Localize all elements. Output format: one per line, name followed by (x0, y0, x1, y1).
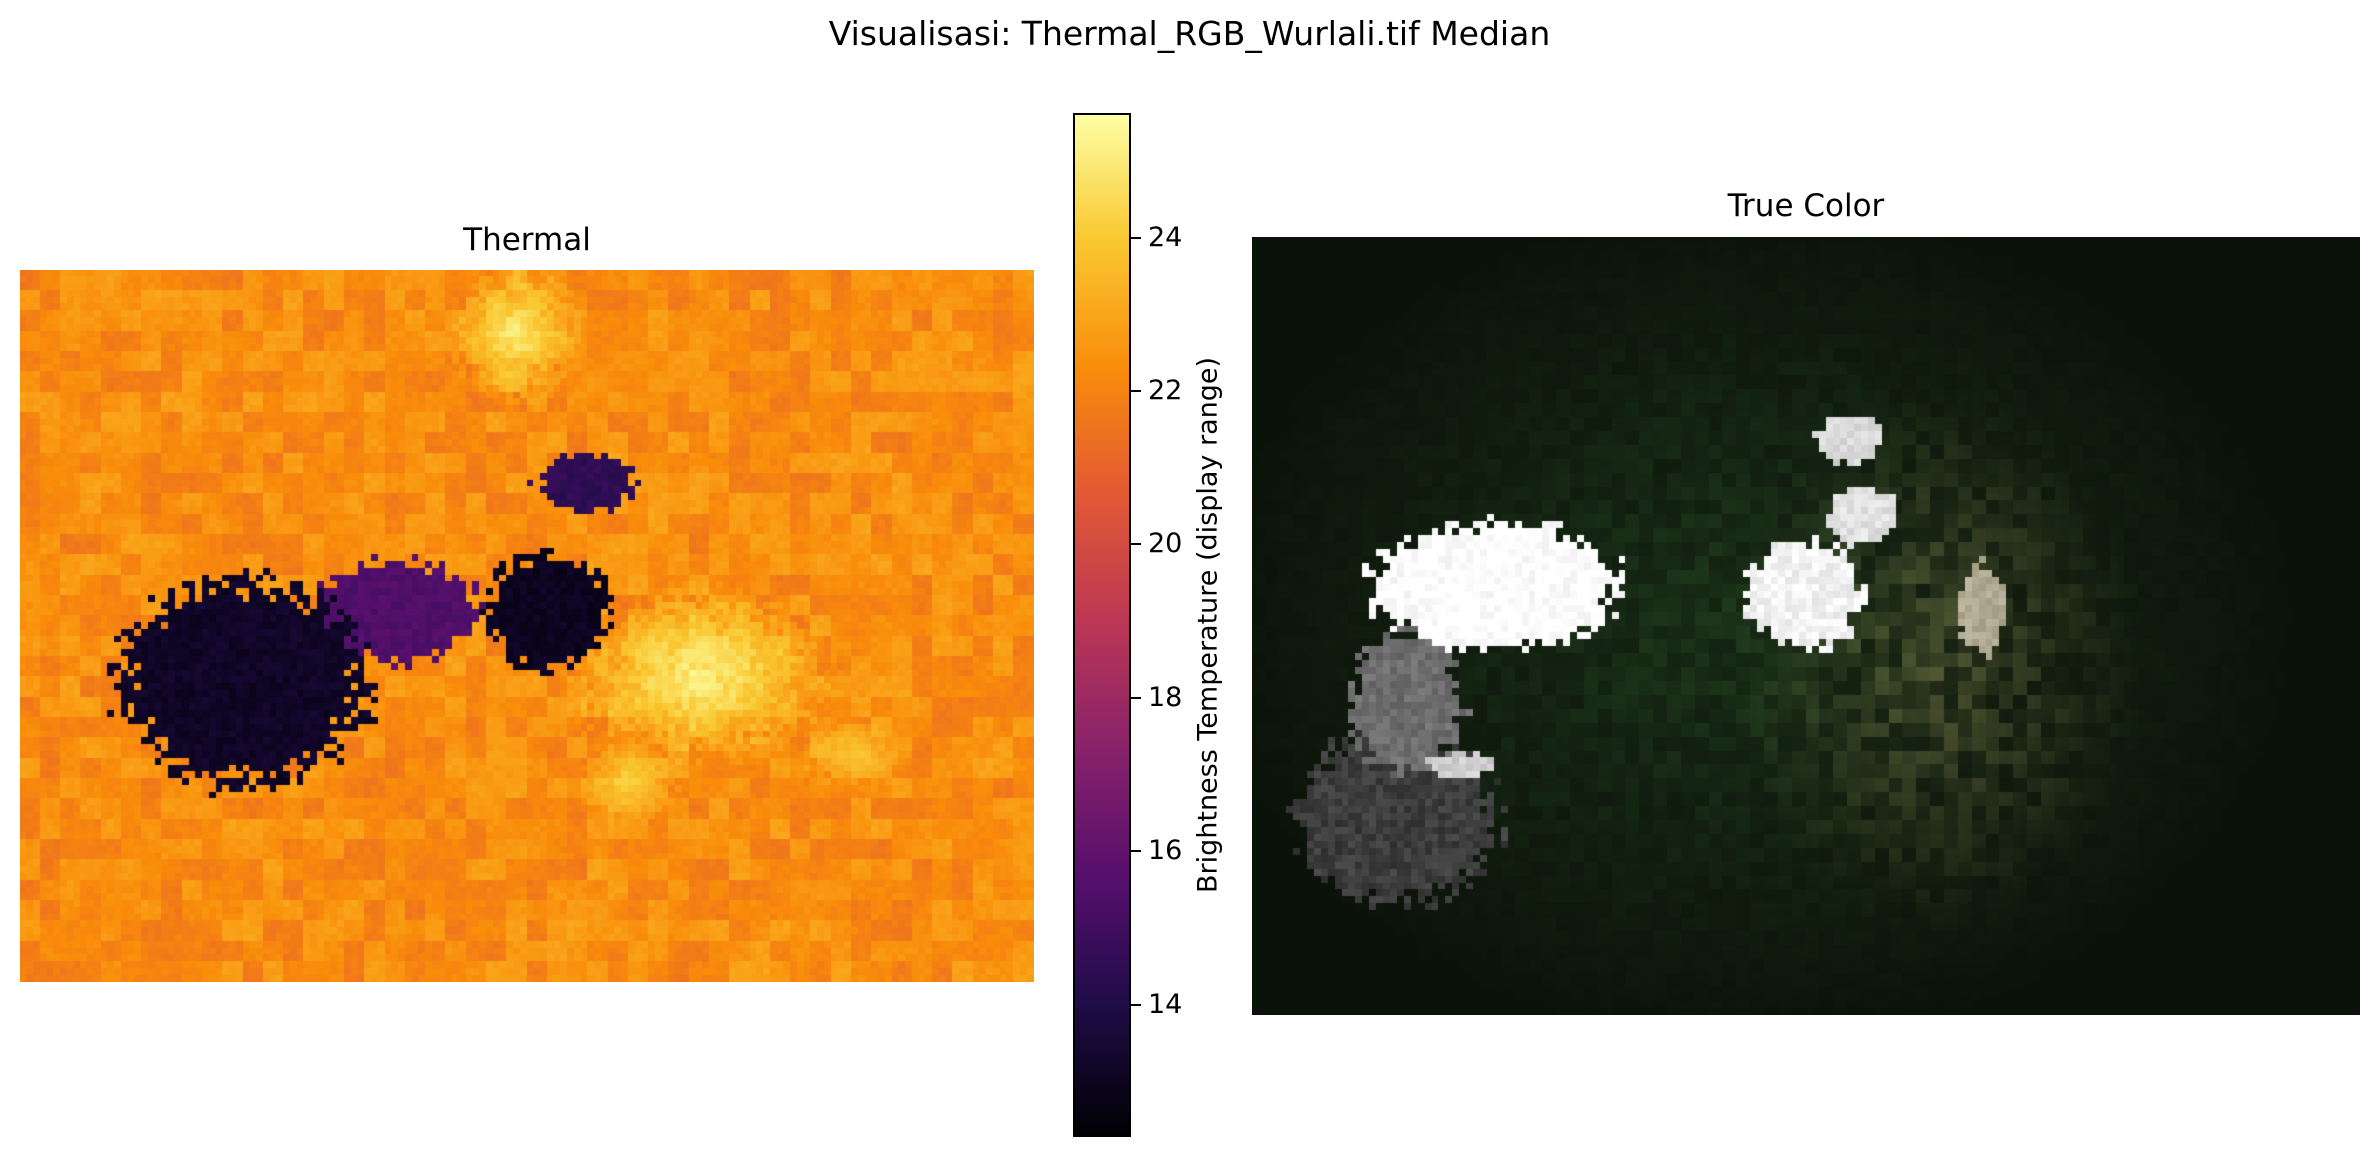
colorbar-tick-label: 22 (1148, 375, 1183, 407)
colorbar-label: Brightness Temperature (display range) (1192, 356, 1224, 894)
colorbar-tick-mark (1131, 236, 1141, 239)
colorbar-tick-label: 24 (1148, 221, 1183, 253)
truecolor-panel-title: True Color (1727, 188, 1885, 224)
colorbar-tick-mark (1131, 1003, 1141, 1006)
colorbar-tick-mark (1131, 696, 1141, 699)
colorbar-tick-label: 18 (1148, 681, 1183, 713)
colorbar-tick-label: 14 (1148, 988, 1183, 1020)
thermal-heatmap (20, 270, 1034, 982)
figure-title: Visualisasi: Thermal_RGB_Wurlali.tif Med… (828, 14, 1551, 53)
colorbar-tick-label: 20 (1148, 528, 1183, 560)
colorbar (1073, 113, 1131, 1137)
thermal-panel-title: Thermal (463, 222, 591, 258)
truecolor-image (1252, 237, 2360, 1015)
colorbar-tick-mark (1131, 850, 1141, 853)
colorbar-tick-mark (1131, 543, 1141, 546)
colorbar-tick-label: 16 (1148, 835, 1183, 867)
colorbar-tick-mark (1131, 390, 1141, 393)
